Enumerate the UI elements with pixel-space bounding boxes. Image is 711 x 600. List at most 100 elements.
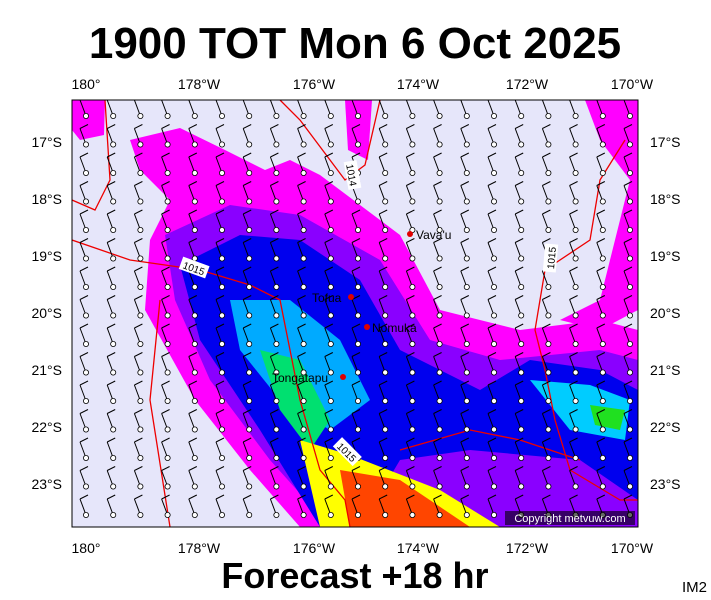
barb-station [572,255,579,262]
barb-station [191,426,198,433]
barb-flag [623,266,633,272]
barb-station [137,369,144,376]
wind-barb [269,380,280,404]
barb-station [246,340,253,347]
barb-station [490,426,497,433]
barb-flag [324,409,334,414]
wind-barb [541,323,552,347]
wind-barb [269,352,280,376]
wind-barb [161,380,171,404]
barb-flag [569,352,578,357]
isobar [279,100,381,181]
rain-magenta [345,100,372,160]
barb-flag [270,409,279,414]
wind-barb [541,466,552,490]
wind-barb [215,466,225,490]
barb-station [83,113,90,120]
barb-flag [433,266,442,272]
barb-station [599,312,606,319]
wind-barb [188,380,198,404]
barb-flag [433,323,442,329]
barb-station [273,340,280,347]
wind-barb [569,409,579,433]
barb-flag [79,380,89,386]
wind-barb [514,100,525,120]
barb-station [273,512,280,519]
wind-barb [405,494,416,519]
wind-barb [460,323,470,347]
wind-barb [378,295,389,319]
barb-flag [134,124,143,129]
barb-flag [460,323,470,329]
wind-barb [324,295,334,319]
barb-station [110,283,117,290]
lat-label-left: 20°S [31,305,62,321]
barb-flag [106,124,116,129]
barb-flag [215,437,225,443]
barb-flag [487,238,497,243]
barb-station [191,369,198,376]
barb-station [382,312,389,319]
wind-barb [242,124,253,148]
barb-flag [596,100,598,101]
wind-barb [242,409,253,433]
barb-station [518,312,525,319]
barb-flag [569,295,578,300]
barb-station [545,369,552,376]
wind-barb [106,295,117,319]
barb-flag [514,437,524,443]
wind-barb [161,295,171,319]
barb-station [518,113,525,120]
wind-barb [460,295,470,319]
barb-station [137,113,144,120]
wind-barb [161,494,171,519]
barb-station [300,454,307,461]
barb-flag [406,209,415,215]
wind-barb [569,209,579,233]
barb-flag [270,100,272,101]
map-frame [71,99,639,528]
barb-station [218,169,225,176]
wind-barb [378,409,389,433]
wind-barb [133,494,144,519]
lat-label-left: 19°S [31,248,62,264]
barb-flag [134,352,143,357]
wind-barb [378,466,389,490]
barb-station [218,283,225,290]
barb-station [191,141,198,148]
wind-barb [133,352,144,376]
wind-barb [433,409,443,433]
barb-station [599,255,606,262]
barb-station [218,483,225,490]
lon-label-bottom: 172°W [506,540,549,556]
barb-flag [161,437,170,443]
wind-barb [487,124,497,148]
wind-barb [541,181,552,205]
barb-station [164,283,171,290]
barb-flag [297,380,306,386]
barb-station [273,283,280,290]
barb-station [273,141,280,148]
barb-flag [596,209,606,215]
barb-flag [270,181,279,186]
barb-flag [542,152,551,158]
barb-station [409,198,416,205]
wind-barb [460,494,470,519]
wind-barb [460,100,470,120]
barb-station [354,255,361,262]
barb-station [246,283,253,290]
barb-flag [270,295,279,300]
barb-flag [106,323,116,329]
barb-flag [623,238,633,243]
wind-barb [188,124,198,148]
barb-flag [215,152,225,158]
barb-station [218,198,225,205]
barb-station [409,169,416,176]
barb-station [191,483,198,490]
barb-flag [433,181,442,186]
barb-flag [378,437,388,443]
barb-station [518,198,525,205]
barb-station [110,169,117,176]
barb-station [627,169,634,176]
wind-barb [242,152,253,176]
